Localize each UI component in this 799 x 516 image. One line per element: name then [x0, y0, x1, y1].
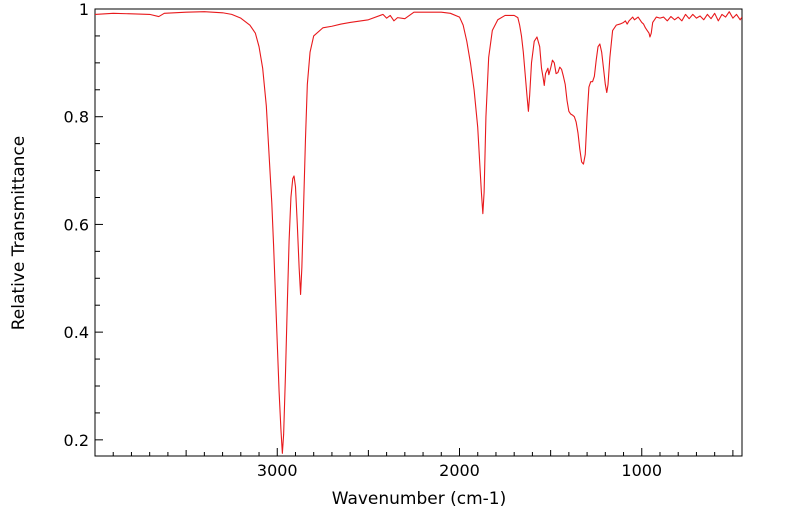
plot-frame	[94, 8, 743, 457]
x-tick-label: 2000	[439, 461, 480, 480]
plot-area	[94, 8, 743, 457]
x-axis-ticks: 3000 2000 1000	[112, 448, 734, 480]
y-tick-label: 0.2	[64, 431, 89, 450]
spectrum-line-0	[95, 11, 742, 454]
y-tick-label: 0.8	[64, 108, 89, 127]
y-tick-label: 0.6	[64, 215, 89, 234]
x-tick-label: 3000	[257, 461, 298, 480]
x-axis-title: Wavenumber (cm-1)	[332, 489, 507, 509]
y-axis-ticks: 0.2 0.4 0.6 0.8 1	[64, 0, 103, 450]
y-tick-label: 0.4	[64, 323, 89, 342]
y-axis-title: Relative Transmittance	[9, 136, 29, 331]
y-tick-label: 1	[79, 0, 89, 19]
x-tick-label: 1000	[621, 461, 662, 480]
